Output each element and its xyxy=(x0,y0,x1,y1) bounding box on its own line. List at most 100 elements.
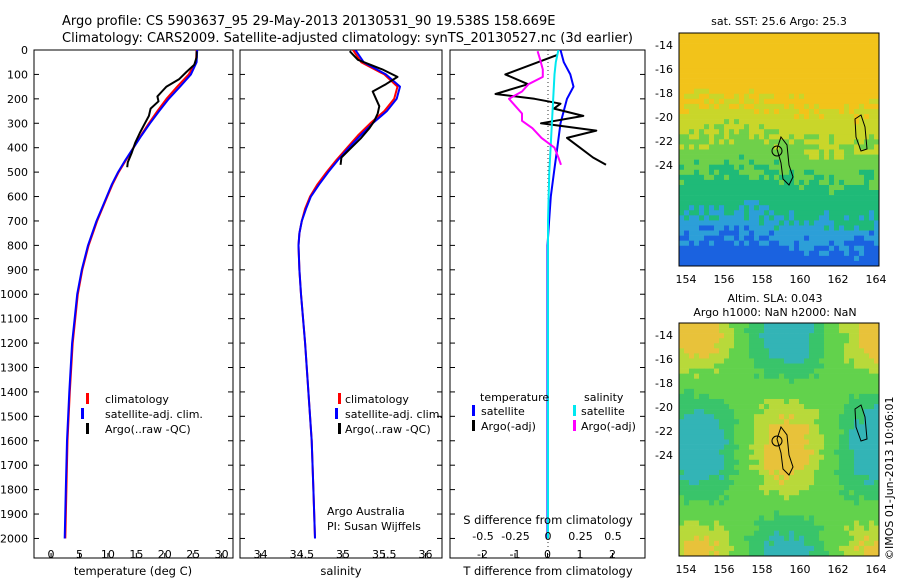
map-cell xyxy=(694,225,700,231)
map-cell xyxy=(819,368,825,374)
map-cell xyxy=(804,58,810,64)
map-cell xyxy=(814,490,820,496)
map-cell xyxy=(684,149,690,155)
map-cell xyxy=(749,250,755,257)
map-cell xyxy=(814,129,820,135)
map-cell xyxy=(829,530,835,537)
map-cell xyxy=(864,424,870,430)
map-cell xyxy=(809,235,815,241)
map-cell xyxy=(824,424,830,430)
map-cell xyxy=(724,368,730,374)
map-cell xyxy=(689,454,695,461)
map-cell xyxy=(804,220,810,226)
map-cell xyxy=(749,200,755,206)
map-cell xyxy=(834,78,840,84)
map-cell xyxy=(849,500,855,506)
map-cell xyxy=(749,464,755,471)
map-cell xyxy=(704,348,710,354)
map-cell xyxy=(749,83,755,90)
map-cell xyxy=(804,215,810,221)
map-cell xyxy=(759,500,765,506)
map-cell xyxy=(844,98,850,105)
map-cell xyxy=(694,245,700,252)
map-cell xyxy=(704,83,710,90)
map-cell xyxy=(724,323,730,329)
map-cell xyxy=(754,154,760,160)
map-cell xyxy=(789,210,795,216)
map-cell xyxy=(799,245,805,252)
map-cell xyxy=(809,93,815,100)
map-cell xyxy=(799,225,805,231)
map-cell xyxy=(804,338,810,344)
map-cell xyxy=(799,78,805,84)
map-cell xyxy=(749,485,755,491)
map-cell xyxy=(854,114,860,120)
map-cell xyxy=(874,404,880,410)
map-cell xyxy=(779,444,785,450)
map-cell xyxy=(779,550,785,557)
map-cell xyxy=(814,520,820,526)
map-cell xyxy=(724,38,730,44)
map-cell xyxy=(814,474,820,481)
map-cell xyxy=(809,373,815,380)
map-cell xyxy=(679,195,685,201)
map-cell xyxy=(699,164,705,171)
map-cell xyxy=(749,210,755,216)
map-cell xyxy=(809,124,815,130)
map-cell xyxy=(714,114,720,120)
map-cell xyxy=(829,215,835,221)
map-cell xyxy=(789,114,795,120)
map-cell xyxy=(859,485,865,491)
map-cell xyxy=(739,73,745,79)
map-cell xyxy=(769,119,775,125)
map-cell xyxy=(854,333,860,339)
map-cell xyxy=(844,419,850,425)
map-cell xyxy=(709,333,715,339)
map-cell xyxy=(859,43,865,49)
map-cell xyxy=(729,48,735,54)
map-cell xyxy=(699,129,705,135)
map-cell xyxy=(799,530,805,537)
map-cell xyxy=(754,134,760,140)
map-cell xyxy=(784,545,790,552)
map-cell xyxy=(864,464,870,471)
map-cell xyxy=(689,250,695,257)
map-cell xyxy=(834,540,840,547)
map-cell xyxy=(849,328,855,334)
map-cell xyxy=(754,200,760,206)
map-cell xyxy=(804,505,810,511)
map-cell xyxy=(699,429,705,435)
map-cell xyxy=(759,260,765,267)
map-cell xyxy=(874,444,880,450)
map-cell xyxy=(689,124,695,130)
map-cell xyxy=(874,98,880,105)
map-cell xyxy=(679,225,685,231)
map-cell xyxy=(764,368,770,374)
map-cell xyxy=(849,333,855,339)
map-cell xyxy=(794,154,800,160)
map-cell xyxy=(699,200,705,206)
map-cell xyxy=(764,114,770,120)
map-cell xyxy=(729,520,735,526)
map-cell xyxy=(824,449,830,455)
map-cell xyxy=(854,419,860,425)
map-cell xyxy=(704,245,710,252)
map-cell xyxy=(724,328,730,334)
map-cell xyxy=(694,154,700,160)
map-cell xyxy=(854,195,860,201)
map-cell xyxy=(799,159,805,165)
map-cell xyxy=(839,108,845,115)
map-cell xyxy=(694,485,700,491)
map-cell xyxy=(824,68,830,74)
map-cell xyxy=(729,210,735,216)
map-cell xyxy=(834,68,840,74)
map-cell xyxy=(814,333,820,339)
map-cell xyxy=(799,73,805,79)
map-cell xyxy=(679,469,685,476)
map-cell xyxy=(739,144,745,150)
map-cell xyxy=(719,93,725,100)
map-cell xyxy=(789,353,795,359)
map-cell xyxy=(859,328,865,334)
map-cell xyxy=(799,260,805,267)
map-cell xyxy=(754,338,760,344)
